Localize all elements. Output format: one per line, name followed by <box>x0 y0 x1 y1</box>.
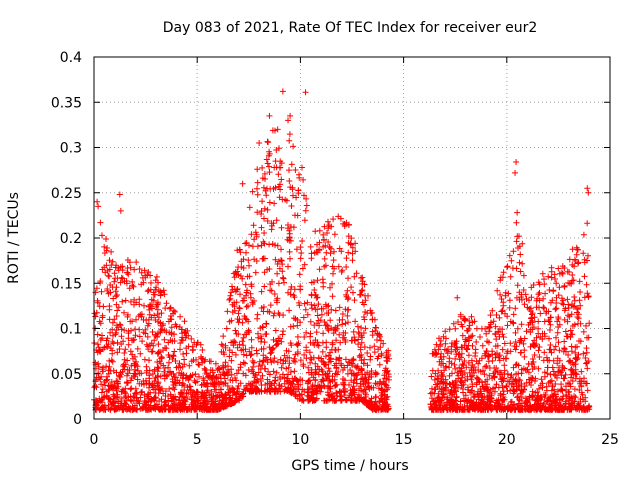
y-tick-label: 0.1 <box>60 322 82 338</box>
data-point <box>256 139 263 146</box>
data-point <box>94 198 101 205</box>
axis-ticks <box>93 56 611 420</box>
x-tick-label: 25 <box>601 432 619 448</box>
data-point <box>512 169 519 176</box>
x-axis-label: GPS time / hours <box>291 458 408 474</box>
data-point <box>285 117 292 124</box>
data-point <box>274 126 281 133</box>
y-tick-label: 0.2 <box>60 231 82 247</box>
data-point <box>514 209 521 216</box>
data-point <box>513 158 520 165</box>
data-point <box>239 180 246 187</box>
y-axis-label: ROTI / TECUs <box>6 192 22 284</box>
x-tick-label: 15 <box>395 432 413 448</box>
data-point <box>95 203 102 210</box>
data-point <box>454 294 461 301</box>
data-point <box>287 112 294 119</box>
x-tick-label: 20 <box>498 432 516 448</box>
data-point <box>585 189 592 196</box>
data-point <box>266 112 273 119</box>
y-tick-label: 0.3 <box>60 141 82 157</box>
y-tick-label: 0.35 <box>51 95 82 111</box>
grid-lines <box>94 57 610 419</box>
data-point <box>302 89 309 96</box>
y-tick-label: 0 <box>73 412 82 428</box>
tick-labels: 0 5 10 15 20 25 0 0.05 0.1 0.15 0.2 0.25 0.3 0.35 0.4 <box>51 50 619 448</box>
data-point <box>117 207 124 214</box>
chart-title: Day 083 of 2021, Rate Of TEC Index for r… <box>163 20 538 36</box>
y-tick-label: 0.25 <box>51 186 82 202</box>
data-point <box>584 185 591 192</box>
y-tick-label: 0.15 <box>51 276 82 292</box>
data-point <box>116 191 123 198</box>
x-tick-label: 5 <box>193 432 202 448</box>
x-tick-label: 0 <box>90 432 99 448</box>
data-points <box>91 88 593 413</box>
y-tick-label: 0.4 <box>60 50 82 66</box>
y-tick-label: 0.05 <box>51 367 82 383</box>
data-point-cloud <box>91 127 593 413</box>
x-tick-label: 10 <box>291 432 309 448</box>
data-point <box>279 88 286 95</box>
